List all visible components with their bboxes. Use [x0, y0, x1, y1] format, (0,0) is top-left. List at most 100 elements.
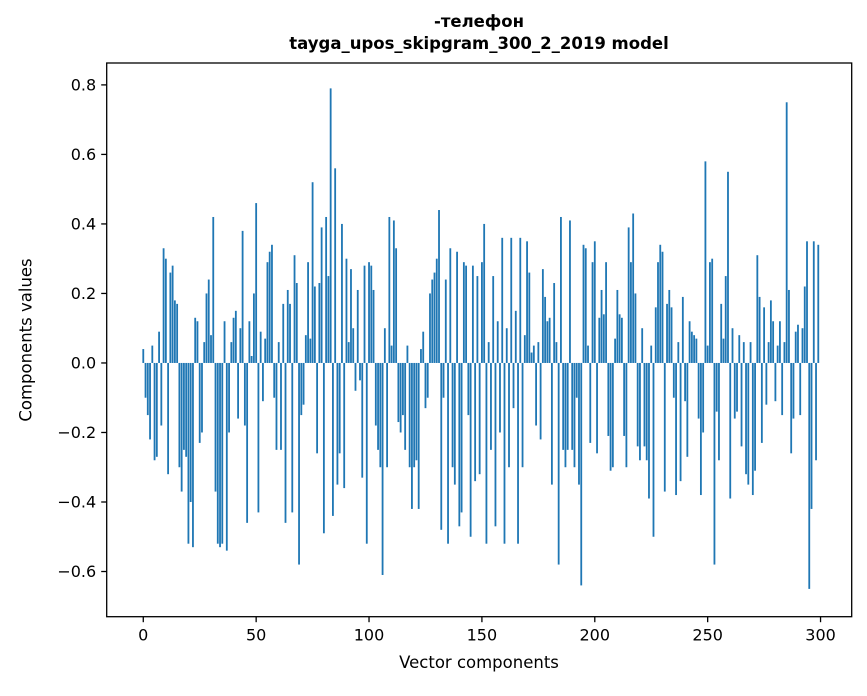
bar: [501, 237, 504, 363]
bar: [684, 362, 686, 402]
bar: [569, 220, 571, 363]
bar: [806, 241, 808, 363]
bar: [517, 362, 519, 544]
bar: [758, 296, 761, 363]
bar: [760, 362, 763, 443]
bar: [593, 241, 596, 363]
bar: [286, 289, 289, 363]
bar: [356, 289, 359, 363]
bar: [686, 362, 689, 457]
bar: [309, 338, 312, 363]
bar: [289, 303, 291, 363]
bar: [702, 362, 705, 433]
bar: [607, 362, 610, 436]
bar: [550, 362, 553, 485]
bar: [797, 324, 799, 363]
bar: [514, 310, 517, 363]
bar: [718, 362, 720, 461]
bar: [363, 265, 366, 363]
bar: [169, 272, 172, 363]
bar: [503, 362, 506, 544]
bar: [650, 345, 653, 363]
bar: [180, 362, 183, 492]
y-tick-label: 0.4: [71, 214, 96, 233]
bar: [695, 338, 698, 363]
bar: [392, 220, 395, 363]
bar: [697, 362, 700, 419]
bar: [657, 262, 659, 363]
bar: [167, 362, 170, 475]
bar: [368, 262, 370, 363]
bar: [526, 241, 528, 363]
chart-title: -телефон tayga_upos_skipgram_300_2_2019 …: [289, 11, 669, 55]
bar: [302, 362, 305, 405]
bar: [338, 362, 341, 454]
bar: [347, 342, 350, 363]
bar: [307, 262, 309, 363]
bar: [408, 362, 411, 468]
bar: [304, 335, 307, 363]
bar: [223, 321, 226, 363]
chart-title-line2: tayga_upos_skipgram_300_2_2019 model: [289, 34, 669, 53]
bar: [390, 345, 393, 363]
bar: [553, 283, 556, 363]
bar: [149, 362, 151, 440]
bar: [679, 362, 682, 482]
bar: [584, 248, 587, 363]
bar: [548, 317, 551, 363]
bar: [742, 342, 745, 363]
bar: [648, 362, 650, 499]
bar: [756, 255, 759, 363]
bar: [598, 317, 601, 363]
bar: [539, 362, 542, 440]
bar: [724, 276, 727, 363]
bar: [677, 342, 680, 363]
bar: [460, 362, 463, 513]
bar: [178, 362, 181, 468]
bar: [745, 362, 747, 475]
y-tick-label: 0.0: [71, 353, 96, 372]
bar: [379, 362, 382, 468]
bar: [334, 168, 337, 363]
bar: [790, 362, 793, 454]
bar: [144, 362, 147, 398]
bar: [792, 362, 795, 419]
bar: [670, 307, 673, 363]
bar: [257, 362, 260, 513]
bar: [663, 362, 666, 492]
bar: [722, 338, 725, 363]
bar: [596, 362, 598, 454]
bar: [381, 362, 384, 575]
bar: [668, 289, 671, 363]
bar: [216, 362, 219, 544]
bar: [709, 262, 711, 363]
bar: [580, 362, 583, 586]
bar: [772, 321, 775, 363]
bar: [623, 362, 626, 436]
bar: [817, 244, 820, 363]
bar: [630, 262, 632, 363]
bar: [465, 265, 468, 363]
bar: [352, 328, 355, 363]
bar: [573, 362, 576, 468]
bar: [541, 269, 544, 363]
bar: [600, 289, 603, 363]
bar: [422, 331, 425, 363]
bar: [313, 286, 316, 363]
bar: [232, 317, 235, 363]
bar: [704, 161, 707, 363]
bar: [560, 216, 562, 363]
bar: [210, 335, 212, 363]
y-tick-label: −0.6: [57, 562, 96, 581]
x-tick-label: 100: [354, 626, 385, 645]
bar: [404, 362, 407, 450]
bar: [264, 338, 267, 363]
bar: [343, 362, 346, 489]
bar: [736, 362, 738, 412]
bar: [320, 227, 323, 363]
bar: [733, 362, 736, 419]
bar: [433, 272, 436, 363]
bar: [255, 203, 258, 363]
x-tick-label: 300: [805, 626, 836, 645]
